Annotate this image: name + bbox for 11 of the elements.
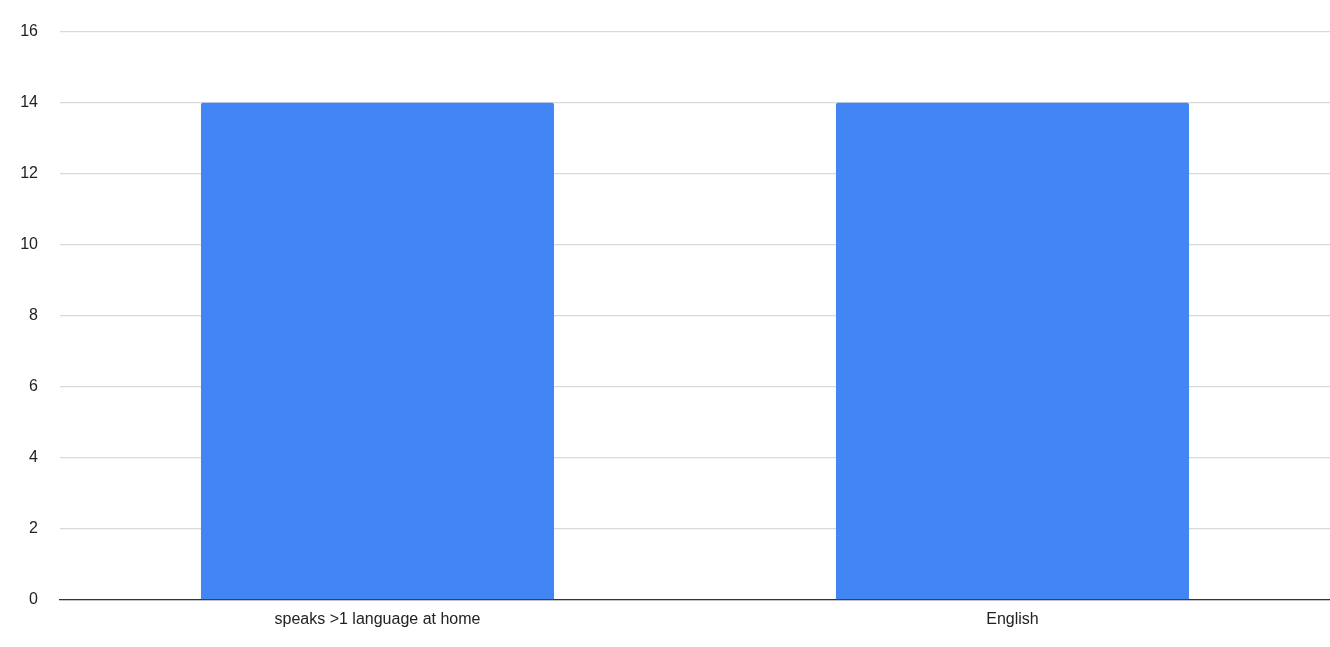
y-tick-label: 8 (29, 306, 39, 324)
y-tick-label: 12 (20, 164, 39, 182)
y-tick-label: 16 (20, 22, 39, 40)
y-tick-label: 0 (29, 590, 39, 608)
y-tick-label: 14 (20, 93, 39, 111)
y-tick-label: 4 (29, 448, 39, 466)
y-tick-label: 6 (29, 377, 39, 395)
x-tick-label: English (986, 609, 1039, 627)
y-tick-label: 10 (20, 235, 39, 253)
x-tick-label: speaks >1 language at home (274, 609, 481, 627)
y-tick-label: 2 (29, 519, 39, 537)
